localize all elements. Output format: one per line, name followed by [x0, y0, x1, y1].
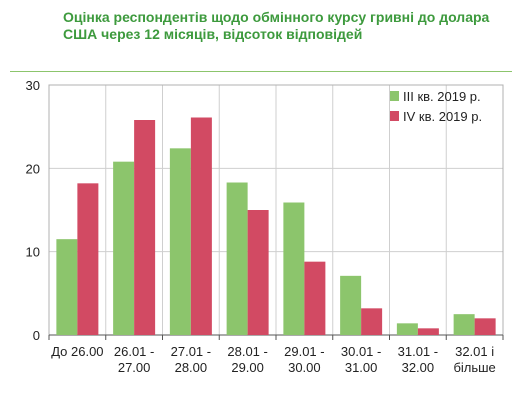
x-tick-label: 30.01 -31.00	[341, 344, 381, 375]
bar	[134, 120, 156, 335]
bar	[304, 261, 326, 335]
x-tick-label-line: 27.00	[118, 360, 151, 375]
x-tick-label: 32.01 і більше	[453, 344, 495, 375]
x-tick-label-line: 29.00	[231, 360, 264, 375]
legend: III кв. 2019 р. IV кв. 2019 р.	[390, 89, 482, 124]
bar	[474, 318, 496, 335]
y-tick-label: 20	[26, 161, 40, 176]
bars	[56, 117, 496, 335]
x-tick-label-line: 31.01 -	[398, 344, 438, 359]
x-tick-label: До 26.00	[51, 344, 103, 359]
x-tick-label-line: До 26.00	[51, 344, 103, 359]
x-tick-label-line: 30.00	[288, 360, 321, 375]
bar	[56, 239, 78, 335]
title-divider	[10, 71, 512, 72]
bar	[340, 275, 362, 335]
y-tick-label: 0	[33, 328, 40, 343]
legend-label: III кв. 2019 р.	[403, 89, 481, 104]
x-tick-label: 28.01 -29.00	[227, 344, 267, 375]
x-tick-label: 29.01 -30.00	[284, 344, 324, 375]
x-tick-label-line: 28.01 -	[227, 344, 267, 359]
bar	[169, 148, 191, 335]
x-tick-label-line: 31.00	[345, 360, 378, 375]
legend-label: IV кв. 2019 р.	[403, 109, 482, 124]
x-tick-label-line: більше	[453, 360, 495, 375]
bar	[283, 202, 305, 335]
x-tick-label-line: 29.01 -	[284, 344, 324, 359]
legend-swatch	[390, 111, 399, 121]
bar	[113, 161, 135, 335]
x-tick-label: 26.01 -27.00	[114, 344, 154, 375]
y-tick-label: 30	[26, 78, 40, 93]
x-tick-label-line: 32.01 і	[455, 344, 494, 359]
bar	[77, 183, 99, 335]
bar	[361, 308, 383, 335]
bar	[190, 117, 212, 335]
bar	[453, 314, 475, 335]
x-tick-label-line: 27.01 -	[171, 344, 211, 359]
chart-title: Оцінка респондентів щодо обмінного курсу…	[63, 9, 490, 42]
x-tick-label-line: 28.00	[175, 360, 208, 375]
x-tick-label: 27.01 -28.00	[171, 344, 211, 375]
y-tick-label: 10	[26, 245, 40, 260]
legend-swatch	[390, 91, 399, 101]
x-tick-label-line: 30.01 -	[341, 344, 381, 359]
bar	[247, 210, 269, 335]
y-tick-labels: 0 10 20 30	[26, 78, 40, 343]
x-tick-label: 31.01 -32.00	[398, 344, 438, 375]
bar	[417, 328, 439, 335]
x-tick-label-line: 32.00	[402, 360, 435, 375]
x-tick-label-line: 26.01 -	[114, 344, 154, 359]
bar	[396, 323, 418, 335]
bar	[226, 182, 248, 335]
